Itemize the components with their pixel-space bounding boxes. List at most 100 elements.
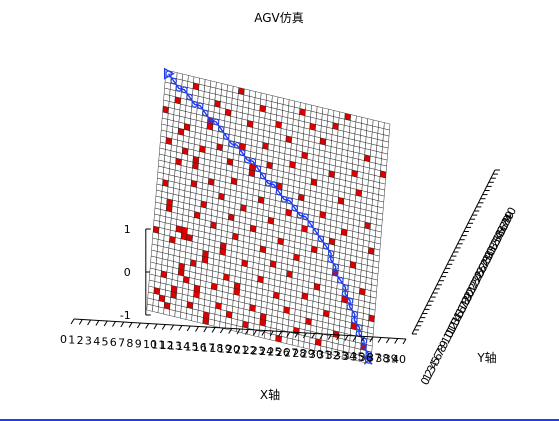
x-tick-label: 6	[110, 336, 117, 349]
free-cell	[210, 80, 217, 89]
x-tick	[153, 323, 158, 330]
path-marker	[286, 197, 293, 204]
path-marker	[317, 235, 324, 242]
free-cell	[204, 79, 212, 88]
path-marker	[327, 256, 334, 263]
x-tick-label: 27	[284, 347, 298, 360]
path-marker	[275, 188, 283, 196]
path-marker	[186, 93, 193, 101]
x-tick-label: 25	[268, 346, 282, 359]
path-marker	[365, 351, 372, 358]
x-tick-label: 7	[118, 337, 125, 350]
x-tick-label: 38	[375, 352, 389, 365]
free-cell	[187, 75, 195, 84]
x-tick-label: 26	[276, 346, 290, 359]
y-tick-label: 10	[439, 328, 457, 346]
y-tick-label: 27	[474, 258, 492, 276]
path-marker	[218, 126, 225, 133]
x-tick	[302, 332, 307, 339]
path-marker	[296, 212, 304, 219]
y-tick-label: 23	[466, 275, 484, 293]
y-tick-label: 15	[449, 307, 467, 325]
x-tick	[361, 336, 365, 342]
x-tick-label: 5	[102, 336, 109, 349]
path-marker	[312, 228, 319, 235]
free-cell	[215, 81, 223, 90]
path-marker	[347, 297, 354, 305]
path-marker	[332, 263, 339, 270]
z-axis: -1 0 1	[120, 223, 151, 322]
goal-marker	[363, 355, 373, 365]
path-marker	[351, 317, 358, 324]
x-tick	[120, 321, 125, 328]
path-marker	[254, 165, 262, 172]
path-marker	[244, 156, 251, 164]
path-marker	[249, 158, 256, 165]
x-tick-label: 28	[292, 347, 306, 360]
free-cell	[182, 73, 189, 82]
path-marker	[342, 284, 349, 291]
y-axis-title: Y轴	[476, 350, 496, 365]
window-edge	[0, 419, 559, 421]
x-tick-label: 21	[234, 344, 248, 357]
x-tick	[170, 324, 175, 331]
x-tick	[286, 331, 291, 338]
y-tick-label: 37	[495, 217, 513, 235]
path-marker	[351, 311, 358, 318]
y-tick-label: 28	[476, 254, 494, 272]
x-tick	[211, 327, 216, 333]
chart-title: AGV仿真	[254, 11, 304, 25]
x-tick-label: 1	[68, 334, 75, 347]
x-tick-label: 24	[259, 345, 273, 358]
path-layer	[163, 67, 373, 365]
free-cell	[333, 110, 340, 119]
obstacle-cell	[344, 112, 352, 121]
path-marker	[181, 86, 188, 93]
y-tick-label: 29	[478, 250, 496, 268]
obstacle-cell	[238, 87, 245, 96]
y-tick-label: 21	[462, 283, 480, 301]
path-marker	[346, 303, 353, 311]
x-tick	[336, 334, 341, 341]
free-cell	[338, 111, 346, 120]
path-marker	[337, 277, 344, 284]
free-cell	[277, 96, 284, 105]
y-tick-label: 26	[472, 262, 490, 280]
x-tick	[203, 326, 208, 333]
y-tick-label: 24	[468, 271, 486, 289]
free-cell	[372, 119, 380, 128]
y-tick-label: 34	[489, 230, 507, 248]
x-tick-label: 13	[168, 340, 182, 353]
x-tick	[253, 329, 258, 336]
x-tick-label: 36	[359, 351, 373, 364]
free-cell	[260, 92, 268, 101]
path-marker	[328, 250, 335, 257]
free-cell	[249, 89, 256, 98]
y-tick-label: 12	[443, 320, 461, 338]
y-tick-label: 33	[487, 234, 505, 252]
path-marker	[228, 140, 235, 147]
x-tick	[327, 334, 332, 340]
y-tick-label: 35	[491, 225, 509, 243]
path-marker	[270, 181, 277, 188]
y-tick-label: 18	[456, 295, 474, 313]
free-cell	[299, 102, 307, 111]
y-tick-label: 11	[441, 324, 459, 342]
path-marker	[175, 85, 182, 92]
y-tick-label: 13	[445, 316, 463, 334]
free-cell	[383, 122, 391, 131]
x-tick-label: 23	[251, 345, 265, 358]
x-tick-label: 2	[77, 334, 84, 347]
y-tick-label: 30	[480, 246, 498, 264]
x-tick	[103, 320, 108, 327]
path-marker	[302, 213, 309, 220]
free-cell	[361, 116, 368, 125]
x-axis: 0 1 2 3 4 5 6 7 8 9 101112131415161718192021222324…	[60, 318, 407, 366]
x-tick-label: 19	[218, 343, 232, 356]
x-tick	[219, 327, 224, 334]
x-tick	[128, 322, 133, 328]
x-tick	[344, 335, 349, 341]
x-tick	[269, 330, 274, 337]
path-marker	[212, 118, 220, 125]
